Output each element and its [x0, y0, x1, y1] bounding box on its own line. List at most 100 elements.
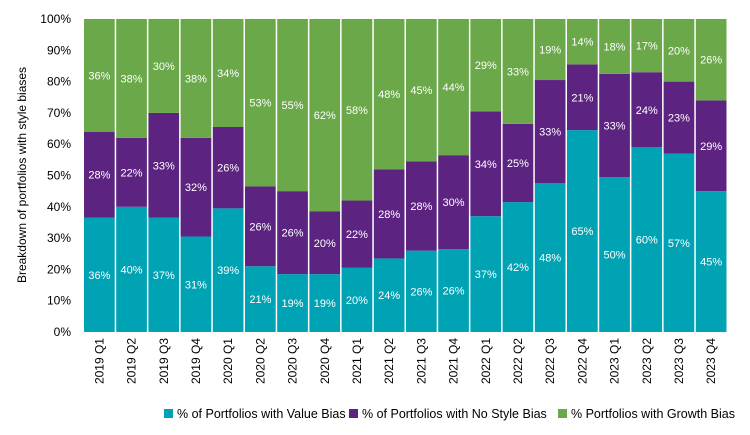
- y-tick-label-0: 0%: [54, 325, 72, 339]
- data-label-2021-q2-s1: 28%: [378, 209, 400, 221]
- bar-segment-2022-q3-s2: [534, 19, 566, 81]
- data-label-2021-q4-s0: 26%: [443, 286, 465, 298]
- bar-segment-2022-q3-s0: [534, 183, 566, 332]
- legend-label-value-bias: % of Portfolios with Value Bias: [177, 407, 346, 421]
- y-tick-label-100: 100%: [40, 12, 71, 26]
- x-tick-label-2019-q1: 2019 Q1: [92, 338, 106, 384]
- bar-segment-2019-q1-s0: [84, 217, 115, 332]
- bar-segment-2021-q3-s1: [406, 161, 437, 251]
- data-label-2021-q3-s1: 28%: [410, 201, 432, 213]
- data-label-2020-q1-s2: 34%: [217, 68, 239, 80]
- bar-segment-2020-q1-s0: [212, 208, 244, 332]
- bar-stack-2019-q2: 40% 22% 38%: [116, 19, 147, 332]
- y-tick-label-60: 60%: [47, 137, 71, 151]
- bar-stack-2022-q1: 37% 34% 29%: [470, 19, 502, 332]
- data-label-2020-q1-s1: 26%: [217, 163, 239, 175]
- legend: % of Portfolios with Value Bias % of Por…: [164, 407, 735, 421]
- data-label-2021-q4-s2: 44%: [443, 82, 465, 94]
- bar-segment-2022-q1-s0: [470, 216, 502, 332]
- legend-item-growth-bias: % Portfolios with Growth Bias: [558, 407, 735, 421]
- data-label-2019-q3-s2: 30%: [153, 61, 175, 73]
- bar-segment-2023-q1-s1: [599, 73, 630, 178]
- bar-segment-2019-q3-s2: [148, 19, 180, 113]
- data-label-2022-q2-s0: 42%: [507, 262, 529, 274]
- bar-segment-2020-q4-s2: [309, 19, 341, 212]
- bar-stack-2019-q4: 31% 32% 38%: [180, 19, 212, 332]
- bar-segment-2023-q3-s0: [663, 153, 695, 332]
- bar-stack-2020-q3: 19% 26% 55%: [277, 19, 308, 332]
- bar-segment-2020-q3-s1: [277, 191, 308, 275]
- data-label-2023-q3-s1: 23%: [668, 113, 690, 125]
- data-label-2019-q2-s0: 40%: [121, 264, 143, 276]
- data-label-2020-q2-s0: 21%: [249, 294, 271, 306]
- legend-item-value-bias: % of Portfolios with Value Bias: [164, 407, 346, 421]
- bar-stack-2020-q1: 39% 26% 34%: [212, 19, 244, 332]
- x-tick-label-2021-q2: 2021 Q2: [382, 338, 396, 384]
- legend-label-no-style-bias: % of Portfolios with No Style Bias: [362, 407, 547, 421]
- x-tick-label-2020-q4: 2020 Q4: [318, 338, 332, 384]
- y-tick-label-50: 50%: [47, 169, 71, 183]
- bar-stack-2022-q4: 65% 21% 14%: [567, 19, 598, 332]
- x-tick-labels: 2019 Q1 2019 Q2 2019 Q3 2019 Q4 2020 Q1 2020 …: [92, 338, 718, 384]
- data-label-2021-q1-s0: 20%: [346, 295, 368, 307]
- data-label-2022-q3-s1: 33%: [539, 127, 561, 139]
- data-label-2020-q2-s1: 26%: [249, 221, 271, 233]
- bar-segment-2023-q2-s1: [631, 72, 663, 148]
- bar-segment-2023-q2-s0: [631, 147, 663, 332]
- legend-swatch-growth-bias: [558, 409, 567, 418]
- bar-stack-2023-q1: 50% 33% 18%: [599, 19, 630, 332]
- data-label-2022-q4-s0: 65%: [571, 226, 593, 238]
- data-label-2021-q2-s0: 24%: [378, 290, 400, 302]
- bar-segment-2023-q1-s2: [599, 19, 630, 74]
- data-label-2023-q4-s0: 45%: [700, 257, 722, 269]
- bar-stack-2021-q2: 24% 28% 48%: [373, 19, 405, 332]
- bar-segment-2019-q3-s1: [148, 112, 180, 218]
- bars-group: 36% 28% 36% 40% 22% 38% 37% 33% 30% 31% 32% 38% 39% 2…: [84, 19, 727, 332]
- bar-segment-2019-q4-s0: [180, 236, 212, 332]
- bar-segment-2021-q2-s1: [373, 169, 405, 259]
- data-label-2019-q1-s2: 36%: [88, 70, 110, 82]
- data-label-2020-q3-s0: 19%: [282, 298, 304, 310]
- data-label-2019-q3-s0: 37%: [153, 270, 175, 282]
- bar-segment-2021-q4-s1: [438, 155, 469, 250]
- data-label-2019-q4-s2: 38%: [185, 73, 207, 85]
- x-tick-label-2020-q2: 2020 Q2: [253, 338, 267, 384]
- bar-segment-2019-q1-s1: [84, 131, 115, 218]
- x-tick-label-2023-q3: 2023 Q3: [672, 338, 686, 384]
- x-tick-label-2020-q1: 2020 Q1: [221, 338, 235, 384]
- data-label-2019-q3-s1: 33%: [153, 160, 175, 172]
- y-tick-label-30: 30%: [47, 231, 71, 245]
- bar-segment-2022-q1-s1: [470, 111, 502, 217]
- data-label-2023-q3-s0: 57%: [668, 238, 690, 250]
- x-tick-label-2022-q4: 2022 Q4: [575, 338, 589, 384]
- bar-segment-2019-q4-s2: [180, 19, 212, 138]
- x-tick-label-2019-q3: 2019 Q3: [157, 338, 171, 384]
- bar-segment-2021-q4-s2: [438, 19, 469, 156]
- bar-segment-2022-q1-s2: [470, 19, 502, 112]
- bar-segment-2021-q1-s1: [341, 200, 373, 268]
- y-axis-label: Breakdown of portfolios with style biase…: [15, 67, 29, 283]
- bar-segment-2020-q1-s1: [212, 126, 244, 209]
- x-tick-label-2022-q1: 2022 Q1: [479, 338, 493, 384]
- bar-stack-2019-q3: 37% 33% 30%: [148, 19, 180, 332]
- legend-swatch-value-bias: [164, 409, 173, 418]
- bar-segment-2021-q1-s2: [341, 19, 373, 201]
- data-label-2021-q1-s1: 22%: [346, 229, 368, 241]
- data-label-2022-q3-s0: 48%: [539, 253, 561, 265]
- data-label-2020-q3-s1: 26%: [282, 228, 304, 240]
- bar-segment-2019-q1-s2: [84, 19, 115, 132]
- x-tick-label-2021-q1: 2021 Q1: [350, 338, 364, 384]
- bar-segment-2022-q2-s2: [502, 19, 534, 124]
- x-tick-label-2022-q2: 2022 Q2: [511, 338, 525, 384]
- bar-segment-2020-q2-s2: [245, 19, 276, 187]
- bar-segment-2022-q2-s0: [502, 202, 534, 332]
- bar-stack-2021-q1: 20% 22% 58%: [341, 19, 373, 332]
- bar-segment-2023-q1-s0: [599, 177, 630, 332]
- data-label-2023-q3-s2: 20%: [668, 45, 690, 57]
- legend-label-growth-bias: % Portfolios with Growth Bias: [571, 407, 735, 421]
- bar-segment-2023-q4-s0: [695, 191, 727, 332]
- data-label-2019-q4-s0: 31%: [185, 279, 207, 291]
- bar-segment-2020-q2-s0: [245, 266, 276, 332]
- data-label-2021-q3-s0: 26%: [410, 286, 432, 298]
